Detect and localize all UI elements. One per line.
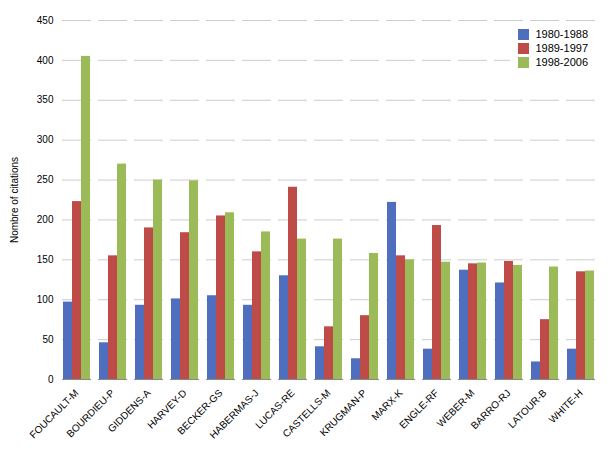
svg-text:WEBER-M: WEBER-M	[434, 387, 477, 430]
svg-text:0: 0	[48, 374, 54, 385]
svg-text:LUCAS-RE: LUCAS-RE	[253, 387, 297, 431]
svg-text:BARRO-RJ: BARRO-RJ	[469, 387, 513, 431]
svg-text:CASTELLS-M: CASTELLS-M	[280, 387, 333, 440]
svg-text:150: 150	[37, 254, 54, 265]
svg-text:400: 400	[37, 55, 54, 66]
svg-text:ENGLE-RF: ENGLE-RF	[397, 387, 441, 431]
svg-text:MARX-K: MARX-K	[369, 387, 405, 423]
svg-text:300: 300	[37, 134, 54, 145]
svg-text:Nombre of citations: Nombre of citations	[9, 157, 20, 243]
svg-text:GIDDENS-A: GIDDENS-A	[106, 387, 153, 434]
svg-text:HABERMAS-J: HABERMAS-J	[207, 387, 260, 440]
svg-text:350: 350	[37, 94, 54, 105]
svg-text:BECKER-GS: BECKER-GS	[175, 387, 225, 437]
svg-text:FOUCAULT-M: FOUCAULT-M	[27, 387, 81, 441]
svg-text:100: 100	[37, 294, 54, 305]
svg-text:LATOUR-B: LATOUR-B	[506, 387, 549, 430]
svg-text:HARVEY-D: HARVEY-D	[145, 387, 189, 431]
html-text:1989-1997: 1989-1997	[535, 42, 588, 54]
svg-text:450: 450	[37, 15, 54, 26]
svg-text:250: 250	[37, 174, 54, 185]
svg-text:BOURDIEU-P: BOURDIEU-P	[64, 387, 116, 439]
html-text:1980-1988: 1980-1988	[535, 28, 588, 40]
svg-text:KRUGMAN-P: KRUGMAN-P	[318, 387, 369, 438]
svg-text:WHITE-H: WHITE-H	[547, 387, 585, 425]
svg-text:50: 50	[42, 334, 54, 345]
html-text:1998-2006: 1998-2006	[535, 56, 588, 68]
svg-text:200: 200	[37, 214, 54, 225]
